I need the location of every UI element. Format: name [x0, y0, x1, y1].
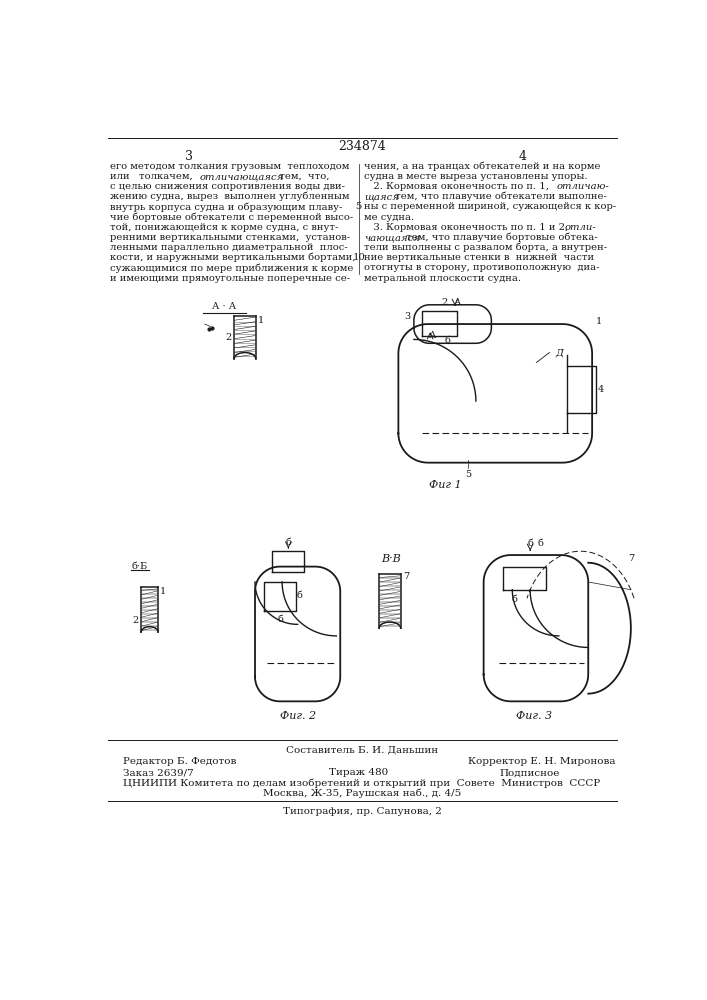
Text: Москва, Ж-35, Раушская наб., д. 4/5: Москва, Ж-35, Раушская наб., д. 4/5 [263, 789, 461, 798]
Text: А: А [429, 331, 437, 340]
Text: 5: 5 [356, 202, 362, 211]
Text: Составитель Б. И. Даньшин: Составитель Б. И. Даньшин [286, 745, 438, 754]
Text: 1: 1 [160, 587, 166, 596]
Text: 3: 3 [404, 312, 410, 321]
Text: В·В: В·В [381, 554, 400, 564]
Text: Фиг 1: Фиг 1 [428, 480, 461, 490]
Text: 7: 7 [628, 554, 634, 563]
Text: тем, что плавучие бортовые обтека-: тем, что плавучие бортовые обтека- [403, 233, 597, 242]
Text: Д: Д [556, 348, 563, 357]
Text: б: б [297, 591, 303, 600]
Text: жению судна, вырез  выполнен углубленным: жению судна, вырез выполнен углубленным [110, 192, 349, 201]
Text: тем, что плавучие обтекатели выполне-: тем, что плавучие обтекатели выполне- [392, 192, 607, 201]
Text: ленными параллельно диаметральной  плос-: ленными параллельно диаметральной плос- [110, 243, 348, 252]
Text: 5: 5 [465, 470, 471, 479]
Text: чения, а на транцах обтекателей и на корме: чения, а на транцах обтекателей и на кор… [364, 161, 601, 171]
Text: А: А [454, 298, 462, 307]
Text: отогнуты в сторону, противоположную  диа-: отогнуты в сторону, противоположную диа- [364, 263, 600, 272]
Text: б·Б: б·Б [131, 562, 147, 571]
Text: и имеющими прямоугольные поперечные се-: и имеющими прямоугольные поперечные се- [110, 274, 350, 283]
Text: 4: 4 [518, 150, 527, 163]
Text: А · А: А · А [212, 302, 236, 311]
Text: отличаю-: отличаю- [556, 182, 609, 191]
Text: б: б [527, 539, 533, 548]
Text: 2: 2 [442, 298, 448, 307]
Text: б: б [512, 595, 518, 604]
Text: Заказ 2639/7: Заказ 2639/7 [123, 768, 194, 777]
Text: 1: 1 [596, 317, 602, 326]
Text: б: б [286, 538, 291, 547]
Text: или   толкачем,: или толкачем, [110, 172, 199, 181]
Text: отли-: отли- [564, 223, 596, 232]
Text: Фиг. 3: Фиг. 3 [516, 711, 552, 721]
Text: Редактор Б. Федотов: Редактор Б. Федотов [123, 757, 237, 766]
Text: ние вертикальные стенки в  нижней  части: ние вертикальные стенки в нижней части [364, 253, 595, 262]
Text: ме судна.: ме судна. [364, 213, 414, 222]
Text: чие бортовые обтекатели с переменной высо-: чие бортовые обтекатели с переменной выс… [110, 212, 354, 222]
Text: сужающимися по мере приближения к корме: сужающимися по мере приближения к корме [110, 263, 354, 273]
Text: судна в месте выреза установлены упоры.: судна в месте выреза установлены упоры. [364, 172, 588, 181]
Text: тели выполнены с развалом борта, а внутрен-: тели выполнены с развалом борта, а внутр… [364, 243, 607, 252]
Text: с целью снижения сопротивления воды дви-: с целью снижения сопротивления воды дви- [110, 182, 345, 191]
Text: 234874: 234874 [338, 140, 386, 153]
Text: Корректор Е. Н. Миронова: Корректор Е. Н. Миронова [468, 757, 616, 766]
Text: кости, и наружными вертикальными бортами,: кости, и наружными вертикальными бортами… [110, 253, 356, 262]
Text: 10: 10 [352, 253, 366, 262]
Text: Тираж 480: Тираж 480 [329, 768, 388, 777]
Text: 3. Кормовая оконечность по п. 1 и 2,: 3. Кормовая оконечность по п. 1 и 2, [364, 223, 575, 232]
Text: его методом толкания грузовым  теплоходом: его методом толкания грузовым теплоходом [110, 162, 349, 171]
Text: чающаяся: чающаяся [364, 233, 420, 242]
Text: 7: 7 [403, 572, 409, 581]
Text: Подписное: Подписное [499, 768, 559, 777]
Text: той, понижающейся к корме судна, с внут-: той, понижающейся к корме судна, с внут- [110, 223, 339, 232]
Text: Фиг. 2: Фиг. 2 [279, 711, 316, 721]
Text: 1: 1 [258, 316, 264, 325]
Text: б: б [445, 336, 451, 345]
Text: тем,  что,: тем, что, [273, 172, 329, 181]
Text: внутрь корпуса судна и образующим плаву-: внутрь корпуса судна и образующим плаву- [110, 202, 342, 212]
Text: 2: 2 [132, 616, 139, 625]
Text: б: б [278, 615, 284, 624]
Text: 2. Кормовая оконечность по п. 1,: 2. Кормовая оконечность по п. 1, [364, 182, 556, 191]
Text: 2: 2 [226, 333, 232, 342]
Text: щаяся: щаяся [364, 192, 399, 201]
Text: ренними вертикальными стенками,  установ-: ренними вертикальными стенками, установ- [110, 233, 350, 242]
Text: отличающаяся: отличающаяся [199, 172, 284, 181]
Text: ны с переменной шириной, сужающейся к кор-: ны с переменной шириной, сужающейся к ко… [364, 202, 617, 211]
Text: б: б [537, 539, 543, 548]
Text: Типография, пр. Сапунова, 2: Типография, пр. Сапунова, 2 [283, 807, 441, 816]
Text: 4: 4 [597, 385, 604, 394]
Text: 3: 3 [185, 150, 193, 163]
Text: метральной плоскости судна.: метральной плоскости судна. [364, 274, 521, 283]
Text: ЦНИИПИ Комитета по делам изобретений и открытий при  Совете  Министров  СССР: ЦНИИПИ Комитета по делам изобретений и о… [123, 779, 600, 788]
